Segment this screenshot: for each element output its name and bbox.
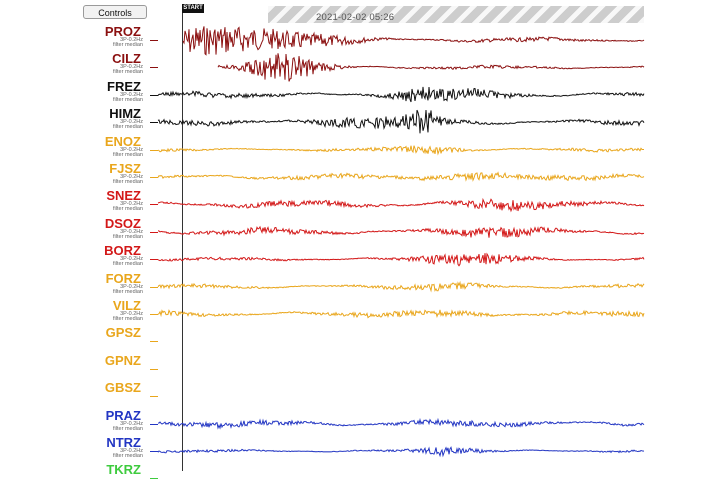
time-scroll-bar[interactable] xyxy=(268,6,644,23)
trace-baseline-tick xyxy=(150,368,158,370)
trace-baseline-tick xyxy=(150,149,158,151)
station-filter-type: filter median xyxy=(113,206,143,213)
station-dsoz[interactable]: DSOZ 3P-0.2Hz filter median xyxy=(80,217,160,240)
waveform-snez xyxy=(157,197,645,213)
waveform-praz xyxy=(157,417,645,430)
trace-baseline-tick xyxy=(150,286,158,288)
station-name: FJSZ xyxy=(109,161,141,176)
station-filter-band: 3P-0.2Hz xyxy=(120,448,143,454)
station-filter-type: filter median xyxy=(113,261,143,268)
station-himz[interactable]: HIMZ 3P-0.2Hz filter median xyxy=(80,107,160,130)
station-filter-type: filter median xyxy=(113,96,143,103)
trace-baseline-tick xyxy=(150,314,158,315)
station-filter-band: 3P-0.2Hz xyxy=(120,283,143,290)
station-filter-band: 3P-0.2Hz xyxy=(120,311,143,317)
station-forz[interactable]: FORZ 3P-0.2Hz filter median xyxy=(80,272,160,295)
trace-baseline-tick xyxy=(150,259,158,261)
station-filter-band: 3P-0.2Hz xyxy=(120,420,143,427)
station-name: DSOZ xyxy=(104,215,141,231)
station-filter-band: 3P-0.2Hz xyxy=(120,37,143,43)
station-enoz[interactable]: ENOZ 3P-0.2Hz filter median xyxy=(80,135,160,158)
station-name: BORZ xyxy=(104,243,141,259)
station-name: GBSZ xyxy=(104,380,141,396)
trace-baseline-tick xyxy=(150,204,158,206)
trace-baseline-tick xyxy=(150,122,158,124)
station-name: CILZ xyxy=(112,51,141,67)
station-name: ENOZ xyxy=(104,133,141,149)
waveform-himz xyxy=(157,109,645,134)
trace-baseline-tick xyxy=(150,423,158,425)
station-filter-type: filter median xyxy=(113,233,143,240)
station-proz[interactable]: PROZ 3P-0.2Hz filter median xyxy=(80,25,160,48)
waveform-proz xyxy=(182,26,645,56)
station-name: NTRZ xyxy=(106,435,141,450)
station-filter-type: filter median xyxy=(113,425,143,432)
trace-baseline-tick xyxy=(150,40,158,41)
station-filter-type: filter median xyxy=(113,179,143,185)
waveform-borz xyxy=(157,252,645,267)
trace-baseline-tick xyxy=(150,231,158,233)
station-name: PRAZ xyxy=(105,407,141,423)
station-filter-type: filter median xyxy=(113,124,143,131)
trace-baseline-tick xyxy=(150,67,158,69)
station-name: FORZ xyxy=(105,270,141,286)
start-marker-label: START xyxy=(182,4,204,13)
station-filter-type: filter median xyxy=(113,151,143,158)
station-filter-type: filter median xyxy=(113,69,143,76)
station-name: PROZ xyxy=(104,24,141,39)
station-vilz[interactable]: VILZ 3P-0.2Hz filter median xyxy=(80,299,160,322)
waveform-fjsz xyxy=(157,171,645,182)
controls-button[interactable]: Controls xyxy=(83,5,147,19)
station-name: VILZ xyxy=(112,298,141,313)
station-filter-type: filter median xyxy=(113,42,143,48)
station-filter-band: 3P-0.2Hz xyxy=(120,119,143,126)
station-filter-band: 3P-0.2Hz xyxy=(120,201,143,208)
station-name: FREZ xyxy=(107,78,141,94)
trace-baseline-tick xyxy=(150,94,158,96)
station-filter-band: 3P-0.2Hz xyxy=(120,228,143,235)
station-gbsz[interactable]: GBSZ xyxy=(80,381,160,394)
start-marker-line[interactable] xyxy=(182,13,183,471)
station-filter-band: 3P-0.2Hz xyxy=(120,146,143,153)
station-name: TKRZ xyxy=(106,462,141,478)
station-gpnz[interactable]: GPNZ xyxy=(80,354,160,367)
station-filter-type: filter median xyxy=(113,288,143,295)
station-filter-type: filter median xyxy=(113,453,143,459)
station-name: GPSZ xyxy=(105,325,141,341)
waveform-frez xyxy=(157,86,645,103)
station-ntrz[interactable]: NTRZ 3P-0.2Hz filter median xyxy=(80,436,160,459)
waveform-dsoz xyxy=(157,225,645,238)
waveform-cilz xyxy=(217,53,645,82)
station-filter-band: 3P-0.2Hz xyxy=(120,256,143,263)
trace-baseline-tick xyxy=(150,451,158,452)
timestamp-label: 2021-02-02 05:26 xyxy=(316,12,395,23)
waveform-vilz xyxy=(157,309,645,319)
trace-baseline-tick xyxy=(150,396,158,398)
waveform-enoz xyxy=(157,145,644,156)
trace-baseline-tick xyxy=(150,341,158,343)
station-name: SNEZ xyxy=(106,188,141,204)
station-gpsz[interactable]: GPSZ xyxy=(80,326,160,339)
station-name: GPNZ xyxy=(104,352,141,368)
station-filter-type: filter median xyxy=(113,316,143,322)
waveform-forz xyxy=(157,280,645,293)
station-tkrz[interactable]: TKRZ xyxy=(80,463,160,476)
station-snez[interactable]: SNEZ 3P-0.2Hz filter median xyxy=(80,189,160,212)
trace-baseline-tick xyxy=(150,177,158,178)
station-filter-band: 3P-0.2Hz xyxy=(120,174,143,180)
station-borz[interactable]: BORZ 3P-0.2Hz filter median xyxy=(80,244,160,267)
station-name: HIMZ xyxy=(109,106,141,122)
station-praz[interactable]: PRAZ 3P-0.2Hz filter median xyxy=(80,409,160,432)
waveform-ntrz xyxy=(157,446,645,458)
station-fjsz[interactable]: FJSZ 3P-0.2Hz filter median xyxy=(80,162,160,185)
station-filter-band: 3P-0.2Hz xyxy=(120,91,143,98)
station-cilz[interactable]: CILZ 3P-0.2Hz filter median xyxy=(80,52,160,75)
station-filter-band: 3P-0.2Hz xyxy=(120,64,143,71)
station-frez[interactable]: FREZ 3P-0.2Hz filter median xyxy=(80,80,160,103)
